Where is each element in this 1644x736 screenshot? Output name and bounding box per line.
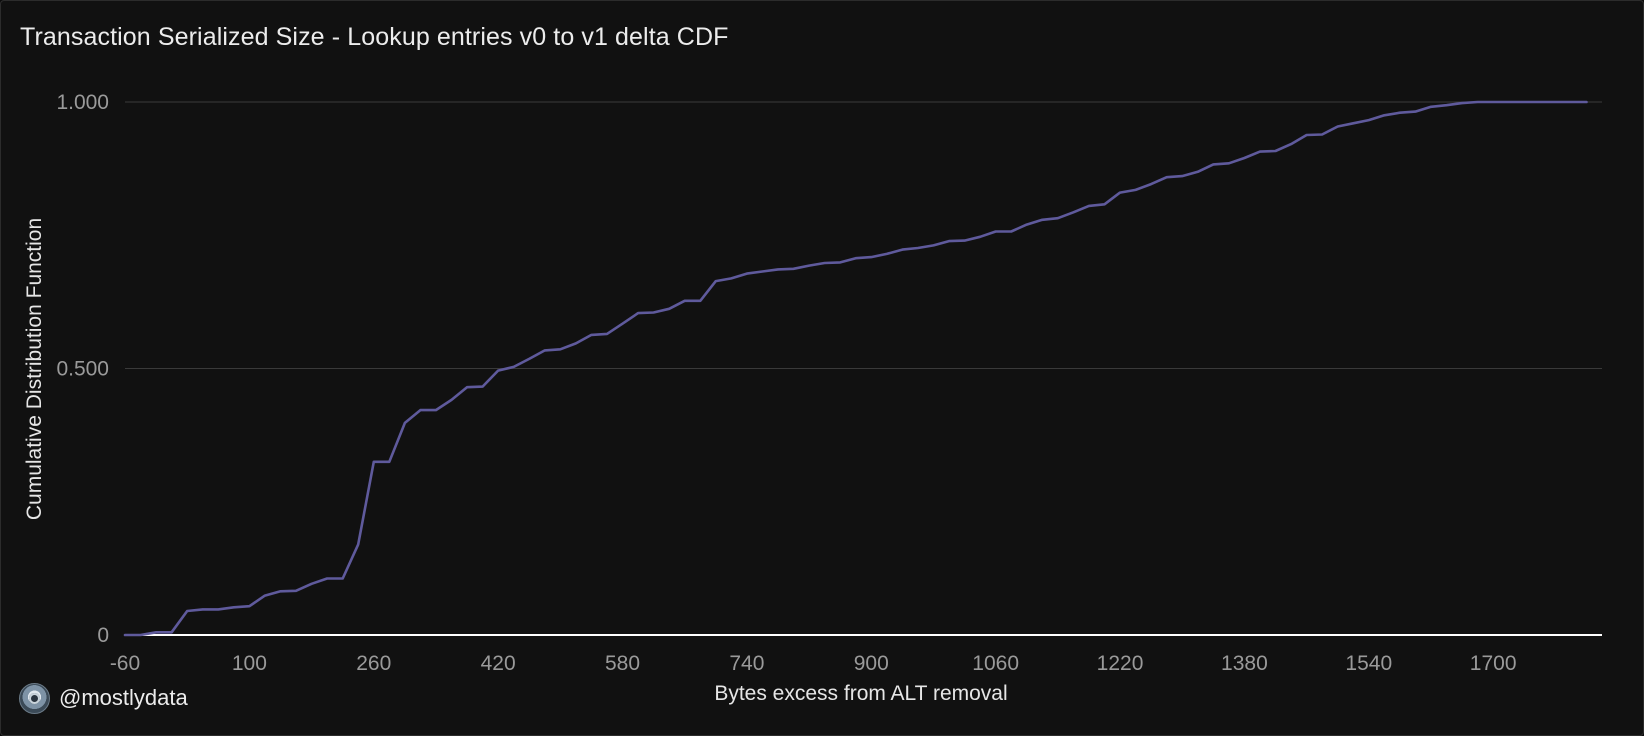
x-axis-title: Bytes excess from ALT removal bbox=[714, 682, 1007, 705]
x-tick-label: 1380 bbox=[1221, 652, 1268, 675]
x-tick-label: -60 bbox=[110, 652, 140, 675]
attribution: @mostlydata bbox=[19, 682, 188, 714]
chart-title: Transaction Serialized Size - Lookup ent… bbox=[20, 23, 729, 51]
y-tick-label: 1.000 bbox=[56, 91, 109, 114]
x-tick-label: 740 bbox=[729, 652, 764, 675]
x-tick-label: 420 bbox=[481, 652, 516, 675]
grid-lines bbox=[125, 101, 1602, 636]
x-tick-label: 900 bbox=[854, 652, 889, 675]
x-tick-label: 1700 bbox=[1470, 652, 1517, 675]
series-layer bbox=[123, 100, 1588, 637]
y-tick-label: 0 bbox=[97, 624, 109, 647]
x-tick-label: 1540 bbox=[1345, 652, 1392, 675]
x-tick-label: 1060 bbox=[972, 652, 1019, 675]
tick-labels: 0 0.500 1.000 -60 100 260 420 580 740 900 1060 1220… bbox=[56, 91, 1516, 675]
x-tick-label: 1220 bbox=[1097, 652, 1144, 675]
cdf-series-line bbox=[123, 100, 1588, 637]
x-tick-label: 580 bbox=[605, 652, 640, 675]
avatar-icon bbox=[19, 682, 50, 714]
attribution-handle: @mostlydata bbox=[59, 685, 188, 710]
x-tick-label: 260 bbox=[356, 652, 391, 675]
y-tick-label: 0.500 bbox=[56, 358, 109, 381]
x-tick-label: 100 bbox=[232, 652, 267, 675]
y-axis-title: Cumulative Distribution Function bbox=[23, 218, 46, 520]
